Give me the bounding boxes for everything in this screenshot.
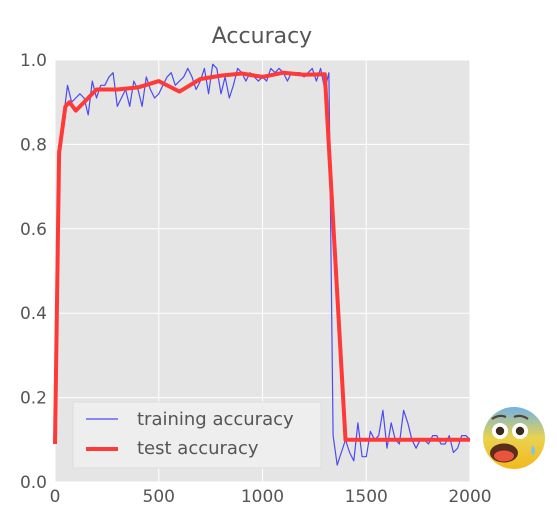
grid-lines [54,59,471,483]
y-tick-label: 0.2 [20,389,47,409]
y-tick-label: 0.6 [20,220,47,240]
x-tick-label: 1500 [345,487,388,507]
chart-title: Accuracy [212,24,312,49]
fearful-face-icon [483,407,545,469]
test-accuracy-line [53,70,470,445]
y-tick-label: 0.8 [20,135,47,155]
y-tick-label: 0.4 [20,304,47,324]
x-tick-label: 500 [143,487,175,507]
y-tick-label: 1.0 [20,51,47,71]
legend: training accuracy test accuracy [72,401,322,469]
legend-label-training: training accuracy [137,409,294,430]
x-tick-label: 0 [50,487,61,507]
x-tick-label: 1000 [241,487,284,507]
tick-labels: 0 500 1000 1500 2000 0.0 0.2 0.4 0.6 0.8 1.0 [20,51,492,507]
series-layer [53,63,471,466]
y-tick-label: 0.0 [20,473,47,493]
x-tick-label: 2000 [448,487,491,507]
legend-label-test: test accuracy [137,438,259,459]
legend-box [72,401,322,469]
